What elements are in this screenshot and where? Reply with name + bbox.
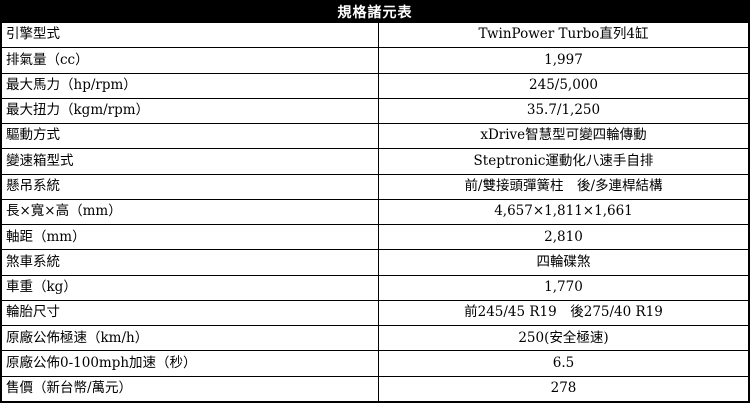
- spec-label: 輪胎尺寸: [2, 300, 379, 326]
- spec-table-row: 煞車系統 四輪碟煞: [2, 249, 748, 275]
- spec-value: Steptronic運動化八速手自排: [473, 152, 654, 169]
- spec-table-row: 最大扭力（kgm/rpm） 35.7/1,250: [2, 97, 748, 124]
- spec-table-row: 變速箱型式 Steptronic運動化八速手自排: [2, 148, 748, 174]
- spec-table-row: 售價（新台幣/萬元） 278: [2, 375, 748, 401]
- spec-sheet-title: 規格諸元表: [2, 2, 748, 22]
- spec-label: 售價（新台幣/萬元）: [2, 376, 379, 401]
- spec-value: 1,770: [544, 279, 583, 296]
- spec-label: 驅動方式: [2, 124, 379, 149]
- spec-table-row: 排氣量（cc） 1,997: [2, 47, 748, 73]
- spec-label: 懸吊系統: [2, 174, 379, 199]
- spec-value: 前/雙接頭彈簧柱 後/多連桿結構: [464, 177, 663, 194]
- spec-label: 車重（kg）: [2, 275, 379, 300]
- spec-label: 軸距（mm）: [2, 225, 379, 250]
- spec-table-row: 原廠公佈極速（km/h） 250(安全極速): [2, 325, 748, 351]
- spec-value: TwinPower Turbo直列4缸: [478, 26, 649, 43]
- spec-value: 35.7/1,250: [526, 102, 601, 119]
- spec-value: 245/5,000: [529, 76, 598, 93]
- spec-label: 引擎型式: [2, 23, 379, 48]
- spec-table-row: 輪胎尺寸 前245/45 R19 後275/40 R19: [2, 299, 748, 326]
- spec-value: xDrive智慧型可變四輪傳動: [480, 127, 647, 144]
- spec-label: 原廠公佈極速（km/h）: [2, 326, 379, 351]
- spec-label: 煞車系統: [2, 250, 379, 275]
- spec-value: 1,997: [544, 51, 583, 68]
- spec-label: 最大扭力（kgm/rpm）: [2, 98, 379, 124]
- spec-label: 長×寬×高（mm）: [2, 199, 379, 225]
- spec-table-row: 最大馬力（hp/rpm） 245/5,000: [2, 72, 748, 98]
- spec-table-row: 長×寬×高（mm） 4,657×1,811×1,661: [2, 198, 748, 225]
- spec-label: 最大馬力（hp/rpm）: [2, 73, 379, 98]
- spec-label: 原廠公佈0-100mph加速（秒）: [2, 351, 379, 376]
- spec-table-row: 車重（kg） 1,770: [2, 274, 748, 300]
- spec-table-row: 原廠公佈0-100mph加速（秒） 6.5: [2, 350, 748, 376]
- spec-value: 前245/45 R19 後275/40 R19: [464, 304, 663, 321]
- spec-value: 278: [550, 380, 577, 397]
- spec-value: 6.5: [552, 354, 575, 371]
- spec-table-row: 軸距（mm） 2,810: [2, 224, 748, 250]
- spec-value: 四輪碟煞: [536, 253, 591, 270]
- spec-table-row: 驅動方式 xDrive智慧型可變四輪傳動: [2, 123, 748, 149]
- spec-table-body: 引擎型式 TwinPower Turbo直列4缸 排氣量（cc） 1,997 最…: [2, 22, 748, 401]
- spec-label: 變速箱型式: [2, 149, 379, 174]
- spec-label: 排氣量（cc）: [2, 48, 379, 73]
- spec-table-row: 引擎型式 TwinPower Turbo直列4缸: [2, 22, 748, 48]
- spec-value: 2,810: [544, 228, 583, 245]
- spec-value: 250(安全極速): [518, 329, 609, 346]
- spec-table-row: 懸吊系統 前/雙接頭彈簧柱 後/多連桿結構: [2, 173, 748, 199]
- spec-value: 4,657×1,811×1,661: [494, 203, 633, 220]
